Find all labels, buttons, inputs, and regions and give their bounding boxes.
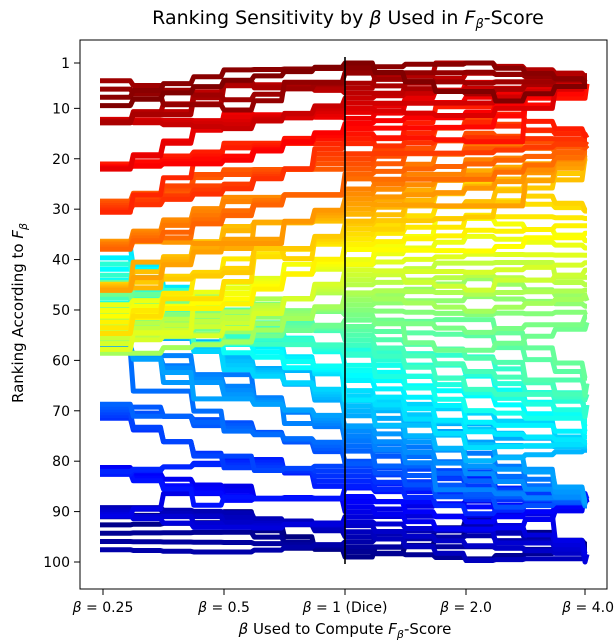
x-tick-label: β = 0.5 (197, 600, 250, 616)
series-line (100, 152, 588, 246)
y-axis: 1 10 20 30 40 50 60 70 80 90 100 (43, 56, 80, 571)
y-tick-label: 70 (52, 404, 70, 420)
series-line (100, 142, 590, 252)
series-line (100, 529, 588, 562)
series-line (100, 223, 588, 325)
y-tick-label: 1 (61, 56, 70, 72)
series-line (100, 342, 588, 509)
series-line (100, 465, 590, 532)
y-tick-label: 50 (52, 303, 70, 319)
x-tick-label: β = 0.25 (72, 600, 134, 616)
series-line (100, 510, 588, 558)
x-tick-label: β = 2.0 (439, 600, 492, 616)
series-line (100, 512, 590, 565)
y-axis-title: Ranking According to Fβ (9, 223, 30, 403)
series-line (100, 60, 588, 109)
series-line (100, 505, 588, 561)
y-tick-label: 80 (52, 454, 70, 470)
series-line (100, 343, 588, 505)
series-line (100, 212, 588, 331)
plot-frame (79, 39, 608, 590)
series-line (100, 60, 588, 100)
x-axis-title: β Used to Compute Fβ-Score (238, 620, 452, 641)
y-tick-label: 100 (43, 555, 70, 571)
series-line (100, 153, 588, 293)
y-tick-label: 20 (52, 152, 70, 168)
series-line (100, 230, 588, 319)
y-tick-label: 30 (52, 202, 70, 218)
x-tick-label: β = 1 (Dice) (302, 600, 388, 616)
plot-lines (100, 60, 590, 565)
series-line (100, 69, 588, 113)
x-tick-label: β = 4.0 (561, 600, 614, 616)
y-tick-label: 40 (52, 253, 70, 269)
x-axis: β = 0.25 β = 0.5 β = 1 (Dice) β = 2.0 β = 4.… (72, 589, 614, 616)
chart-title: Ranking Sensitivity by β Used in Fβ-Scor… (152, 7, 544, 32)
y-tick-label: 90 (52, 505, 70, 521)
y-tick-label: 60 (52, 353, 70, 369)
series-line (100, 260, 588, 347)
y-tick-label: 10 (52, 101, 70, 117)
